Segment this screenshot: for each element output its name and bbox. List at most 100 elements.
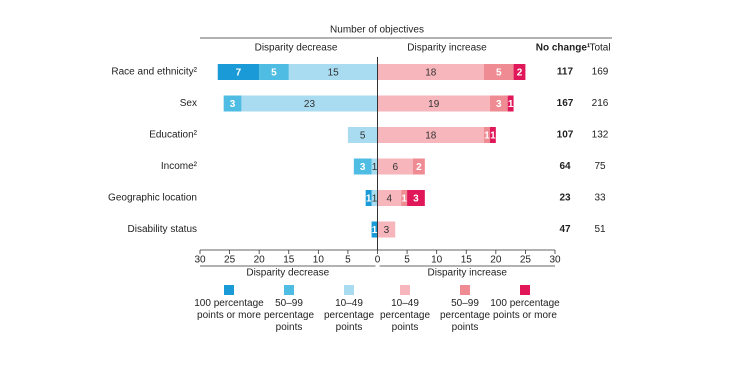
legend-swatch <box>400 285 410 295</box>
x-tick-label: 5 <box>345 255 351 266</box>
category-label: Disability status <box>128 224 197 235</box>
bar-segment <box>413 158 425 175</box>
bar-value-label: 5 <box>360 131 366 142</box>
no-change-value: 117 <box>557 67 574 78</box>
bar-value-label: 15 <box>328 68 340 79</box>
legend-swatch <box>284 285 294 295</box>
x-tick-label: 5 <box>404 255 410 266</box>
bar-segment <box>241 95 378 112</box>
bar-segment <box>223 95 242 112</box>
bar-segment <box>377 221 396 238</box>
bar-value-label: 18 <box>425 68 437 79</box>
bar-segment <box>489 95 508 112</box>
increase-header: Disparity increase <box>407 43 487 54</box>
total-value: 169 <box>592 67 609 78</box>
bar-segment <box>377 127 484 143</box>
bar-segment <box>371 158 378 175</box>
bar-value-label: 6 <box>392 162 398 173</box>
total-value: 75 <box>594 161 606 172</box>
x-tick-label: 20 <box>490 255 502 266</box>
bar-value-label: 7 <box>236 68 242 79</box>
bar-segment <box>259 64 289 80</box>
total-value: 216 <box>592 98 609 109</box>
bar-segment <box>489 127 496 143</box>
bar-value-label: 19 <box>428 99 440 110</box>
bar-segment <box>377 158 413 175</box>
bar-value-label: 1 <box>372 225 378 236</box>
x-tick-label: 10 <box>431 255 443 266</box>
bar-value-label: 2 <box>416 162 422 173</box>
decrease-header: Disparity decrease <box>255 43 338 54</box>
bar-segment <box>377 64 484 80</box>
total-value: 33 <box>594 193 606 204</box>
bar-value-label: 2 <box>517 68 523 79</box>
no-change-value: 107 <box>557 130 574 141</box>
bar-segment <box>407 190 425 206</box>
category-label: Geographic location <box>108 193 197 204</box>
bar-value-label: 4 <box>387 194 393 205</box>
bar-value-label: 1 <box>372 162 378 173</box>
chart-title: Number of objectives <box>330 25 424 36</box>
total-value: 51 <box>594 224 606 235</box>
legend-label: 100 percentage points or more <box>490 298 560 321</box>
x-tick-label: 25 <box>224 255 236 266</box>
x-tick-label: 15 <box>461 255 473 266</box>
bar-segment <box>484 64 514 80</box>
x-tick-label: 0 <box>375 255 381 266</box>
bar-value-label: 18 <box>425 131 437 142</box>
bar-value-label: 1 <box>484 131 490 142</box>
x-tick-label: 25 <box>520 255 532 266</box>
bar-segment <box>371 190 378 206</box>
legend-label: 50–99 percentage points <box>263 298 315 333</box>
bar-segment <box>507 95 514 112</box>
x-tick-label: 15 <box>283 255 295 266</box>
bar-segment <box>513 64 526 80</box>
legend-label: 100 percentage points or more <box>194 298 264 321</box>
legend-swatch <box>344 285 354 295</box>
bar-value-label: 3 <box>413 194 419 205</box>
bar-segment <box>353 158 372 175</box>
bar-segment <box>347 127 378 143</box>
bar-value-label: 5 <box>271 68 277 79</box>
bar-segment <box>377 95 490 112</box>
bar-value-label: 3 <box>496 99 502 110</box>
bar-segment <box>288 64 378 80</box>
legend-swatch <box>520 285 530 295</box>
bar-segment <box>484 127 490 143</box>
bar-value-label: 1 <box>366 194 372 205</box>
category-label: Education² <box>149 130 197 141</box>
total-value: 132 <box>592 130 609 141</box>
no-change-value: 47 <box>559 224 571 235</box>
category-label: Income² <box>161 161 198 172</box>
category-label: Race and ethnicity² <box>111 67 197 78</box>
legend-swatch <box>460 285 470 295</box>
legend-label: 50–99 percentage points <box>439 298 491 333</box>
bar-segment <box>377 190 402 206</box>
bar-segment <box>217 64 260 80</box>
total-header: Total <box>589 43 610 54</box>
bar-value-label: 1 <box>508 99 514 110</box>
bar-segment <box>371 221 378 238</box>
bar-value-label: 3 <box>360 162 366 173</box>
category-label: Sex <box>180 98 197 109</box>
bar-value-label: 23 <box>304 99 316 110</box>
x-tick-label: 30 <box>194 255 206 266</box>
legend-label: 10–49 percentage points <box>379 298 431 333</box>
x-tick-label: 20 <box>254 255 266 266</box>
legend-group-title: Disparity increase <box>428 268 508 279</box>
bar-segment <box>365 190 372 206</box>
bar-value-label: 1 <box>372 194 378 205</box>
bar-value-label: 1 <box>401 194 407 205</box>
x-tick-label: 30 <box>549 255 561 266</box>
bar-value-label: 3 <box>384 225 390 236</box>
x-tick-label: 10 <box>313 255 325 266</box>
legend-swatch <box>224 285 234 295</box>
bar-segment <box>401 190 408 206</box>
legend-group-title: Disparity decrease <box>246 268 329 279</box>
no-change-value: 64 <box>559 161 571 172</box>
legend-label: 10–49 percentage points <box>323 298 375 333</box>
no-change-value: 23 <box>559 193 571 204</box>
bar-value-label: 1 <box>490 131 496 142</box>
